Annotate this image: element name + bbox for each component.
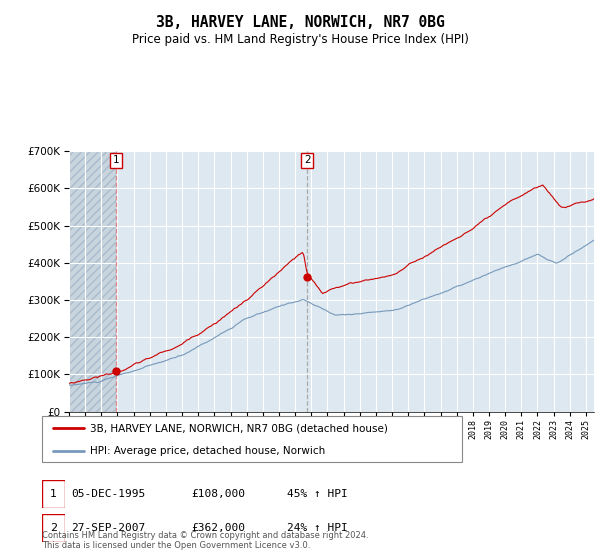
Text: 24% ↑ HPI: 24% ↑ HPI (287, 522, 347, 533)
Text: 3B, HARVEY LANE, NORWICH, NR7 0BG: 3B, HARVEY LANE, NORWICH, NR7 0BG (155, 15, 445, 30)
Text: 05-DEC-1995: 05-DEC-1995 (71, 489, 145, 499)
Text: HPI: Average price, detached house, Norwich: HPI: Average price, detached house, Norw… (91, 446, 326, 455)
Text: 45% ↑ HPI: 45% ↑ HPI (287, 489, 347, 499)
Text: 1: 1 (113, 155, 119, 165)
Text: 1: 1 (50, 489, 57, 499)
Bar (69, 151, 116, 412)
Text: Price paid vs. HM Land Registry's House Price Index (HPI): Price paid vs. HM Land Registry's House … (131, 32, 469, 46)
Bar (69, 151, 116, 412)
Text: 2: 2 (304, 155, 311, 165)
Text: £362,000: £362,000 (191, 522, 245, 533)
Text: Contains HM Land Registry data © Crown copyright and database right 2024.
This d: Contains HM Land Registry data © Crown c… (42, 530, 368, 550)
Text: £108,000: £108,000 (191, 489, 245, 499)
Text: 27-SEP-2007: 27-SEP-2007 (71, 522, 145, 533)
Text: 3B, HARVEY LANE, NORWICH, NR7 0BG (detached house): 3B, HARVEY LANE, NORWICH, NR7 0BG (detac… (91, 423, 388, 433)
FancyBboxPatch shape (42, 416, 462, 462)
Text: 2: 2 (50, 522, 57, 533)
FancyBboxPatch shape (42, 514, 65, 542)
FancyBboxPatch shape (42, 480, 65, 508)
